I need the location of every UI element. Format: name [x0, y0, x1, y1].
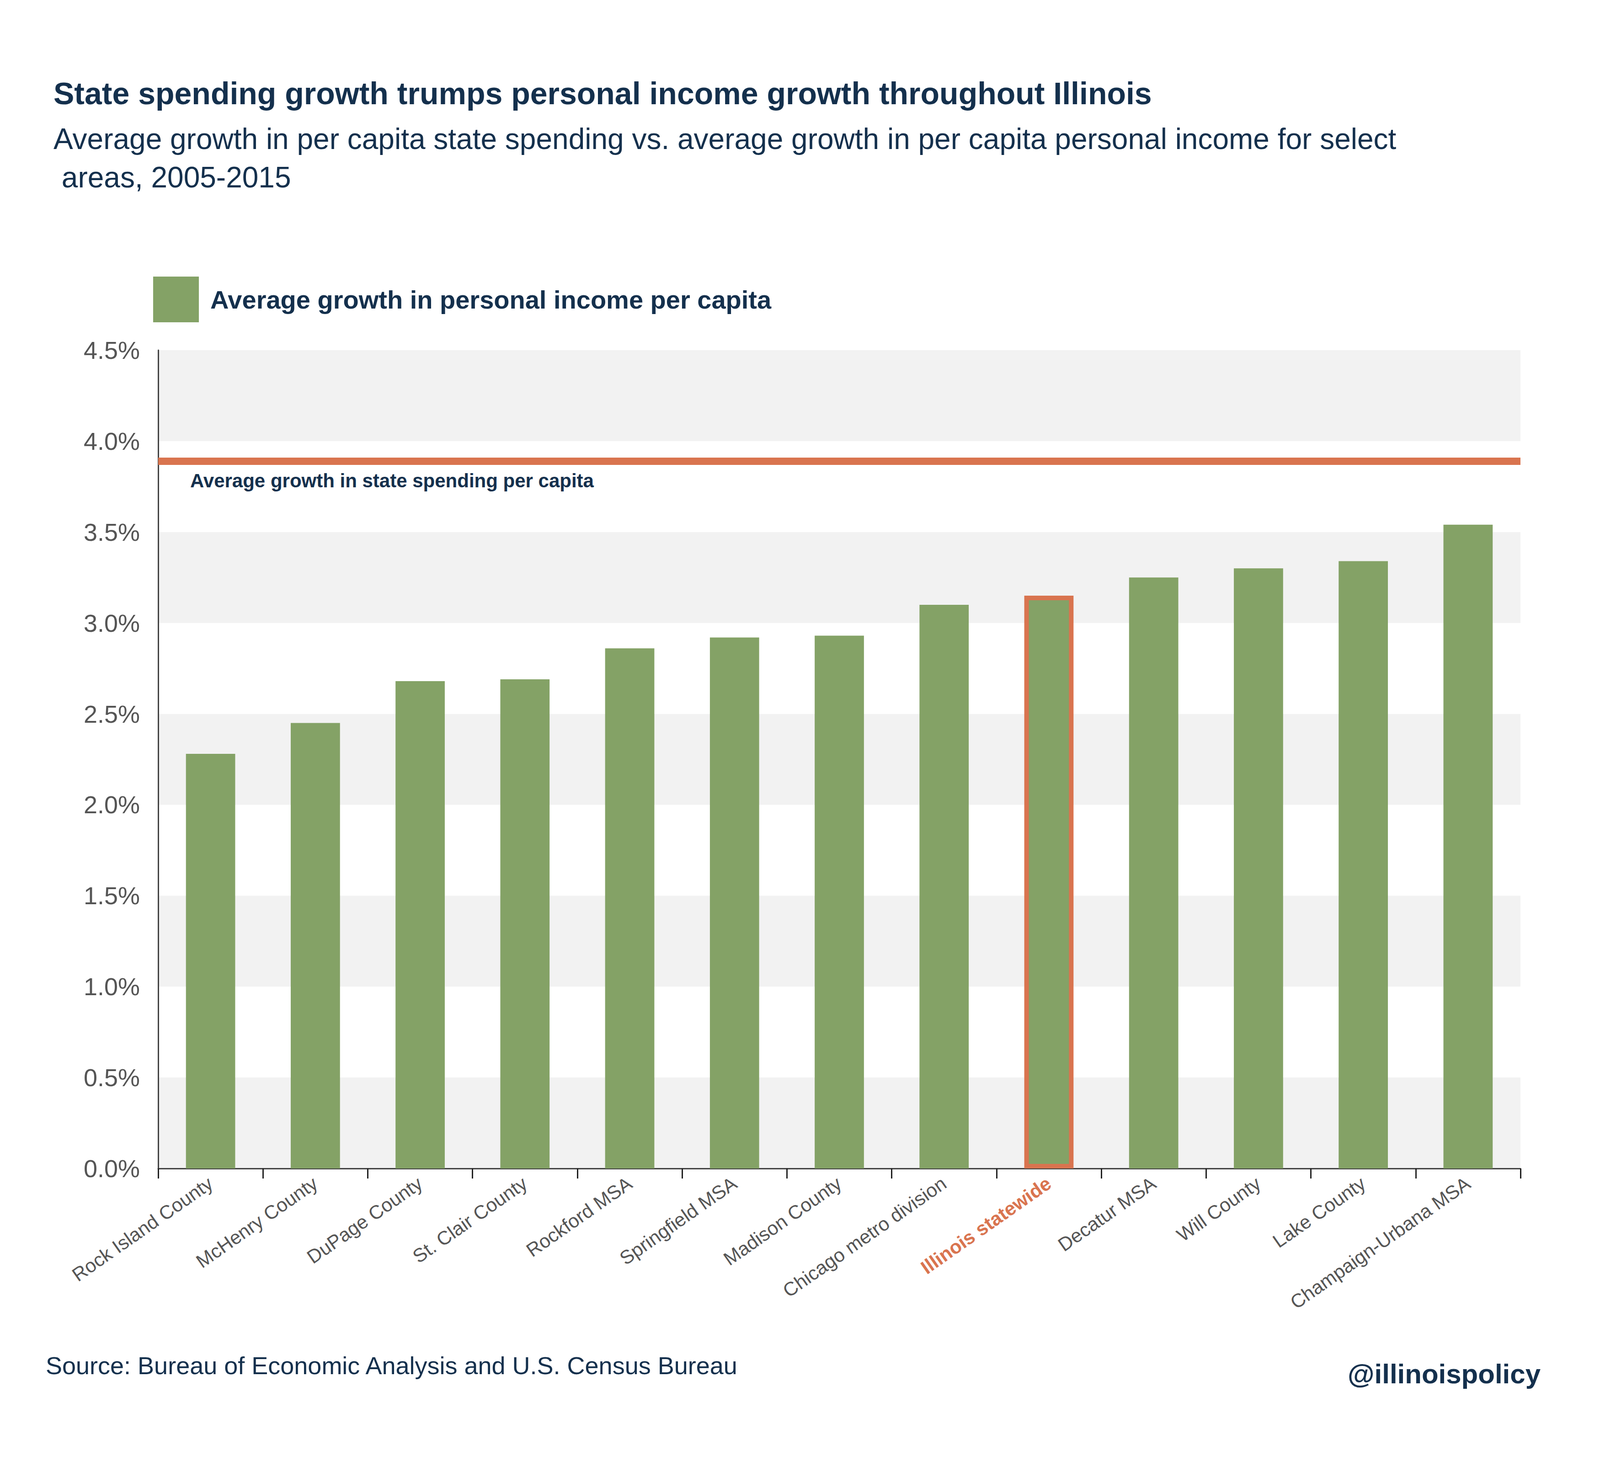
svg-text:0.0%: 0.0% [83, 1154, 140, 1183]
svg-text:Average growth in personal inc: Average growth in personal income per ca… [210, 285, 772, 315]
svg-text:St. Clair County: St. Clair County [408, 1172, 532, 1268]
svg-text:areas, 2005-2015: areas, 2005-2015 [53, 160, 292, 194]
svg-text:DuPage County: DuPage County [303, 1172, 427, 1269]
svg-text:Decatur MSA: Decatur MSA [1054, 1172, 1160, 1256]
svg-text:4.5%: 4.5% [83, 336, 140, 364]
svg-text:@illinoispolicy: @illinoispolicy [1347, 1358, 1542, 1390]
svg-text:3.5%: 3.5% [83, 518, 140, 546]
svg-text:2.0%: 2.0% [83, 790, 140, 819]
svg-text:1.0%: 1.0% [83, 972, 140, 1001]
svg-text:Illinois statewide: Illinois statewide [917, 1172, 1056, 1279]
svg-text:State spending growth trumps p: State spending growth trumps personal in… [53, 75, 1152, 111]
svg-text:4.0%: 4.0% [83, 427, 140, 455]
svg-text:Chicago metro division: Chicago metro division [778, 1172, 951, 1302]
svg-text:Average growth in state spendi: Average growth in state spending per cap… [190, 469, 595, 492]
svg-text:2.5%: 2.5% [83, 700, 140, 728]
svg-text:Will County: Will County [1173, 1172, 1265, 1246]
svg-text:Lake County: Lake County [1269, 1172, 1370, 1253]
svg-text:Rockford MSA: Rockford MSA [522, 1172, 636, 1262]
svg-text:1.5%: 1.5% [83, 881, 140, 910]
svg-text:Springfield MSA: Springfield MSA [615, 1172, 741, 1270]
svg-text:Average growth in per capita s: Average growth in per capita state spend… [53, 122, 1397, 156]
svg-text:Madison County: Madison County [719, 1172, 846, 1270]
svg-text:Champaign-Urbana MSA: Champaign-Urbana MSA [1286, 1172, 1475, 1314]
svg-text:Rock Island County: Rock Island County [68, 1172, 217, 1286]
svg-text:3.0%: 3.0% [83, 609, 140, 637]
svg-text:Source: Bureau of Economic Ana: Source: Bureau of Economic Analysis and … [45, 1351, 738, 1380]
svg-text:McHenry County: McHenry County [192, 1172, 322, 1273]
svg-text:0.5%: 0.5% [83, 1063, 140, 1092]
